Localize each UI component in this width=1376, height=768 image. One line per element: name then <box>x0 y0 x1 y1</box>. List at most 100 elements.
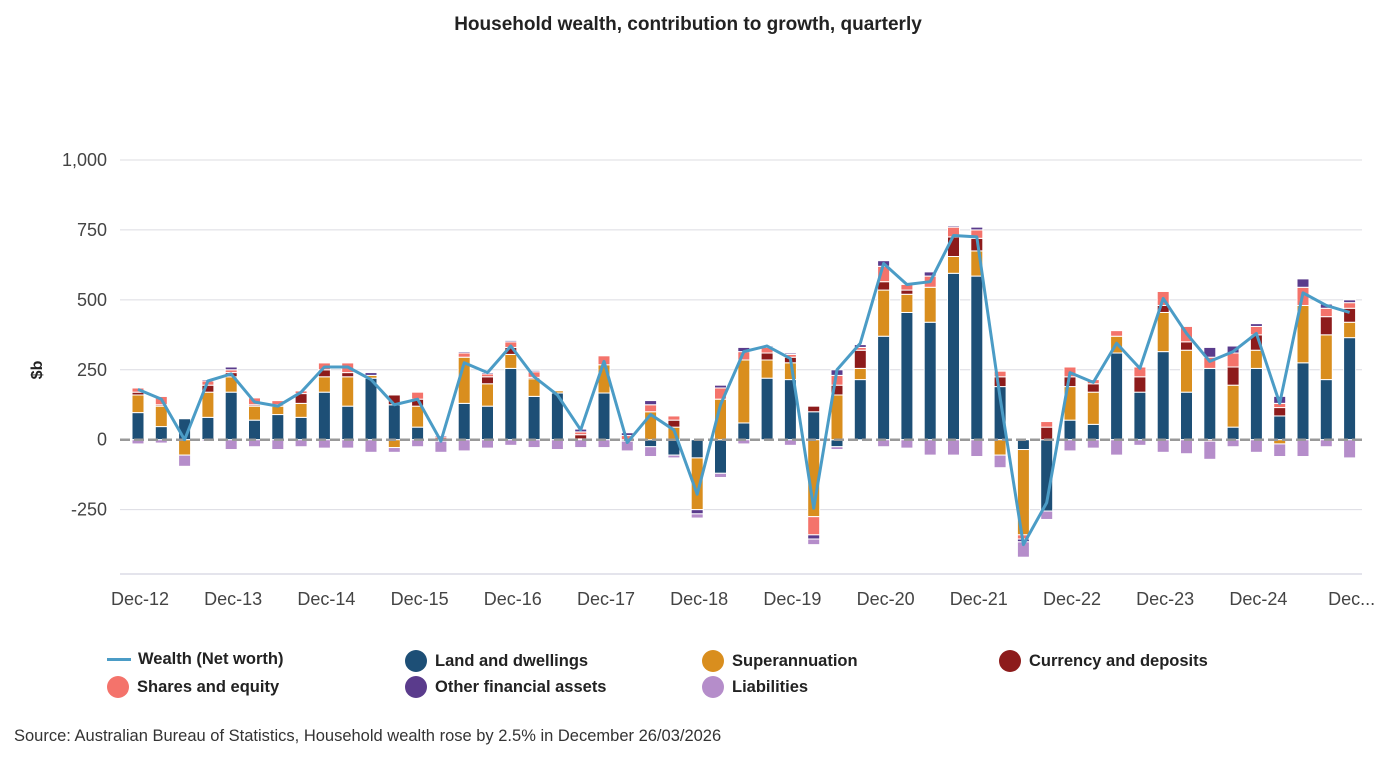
bar-segment-land-and-dwellings[interactable] <box>1086 423 1100 441</box>
legend-item-other[interactable]: Other financial assets <box>405 676 607 698</box>
bar-segment-superannuation[interactable] <box>923 286 937 323</box>
bar-segment-liabilities[interactable] <box>550 439 564 451</box>
bar-segment-currency-and-deposits[interactable] <box>1040 426 1054 441</box>
bar-segment-liabilities[interactable] <box>154 439 168 444</box>
bar-segment-superannuation[interactable] <box>504 353 518 369</box>
bar-segment-other-financial-assets[interactable] <box>1343 299 1357 304</box>
legend-item-currency[interactable]: Currency and deposits <box>999 650 1208 672</box>
bar-segment-land-and-dwellings[interactable] <box>947 272 960 441</box>
bar-segment-superannuation[interactable] <box>294 402 308 418</box>
bar-segment-liabilities[interactable] <box>178 454 192 467</box>
bar-segment-land-and-dwellings[interactable] <box>1156 351 1170 441</box>
bar-segment-superannuation[interactable] <box>737 359 751 424</box>
bar-segment-shares-and-equity[interactable] <box>1110 330 1124 337</box>
bar-segment-land-and-dwellings[interactable] <box>154 426 168 441</box>
bar-segment-shares-and-equity[interactable] <box>667 415 681 421</box>
bar-segment-superannuation[interactable] <box>1249 349 1263 369</box>
bar-segment-land-and-dwellings[interactable] <box>317 391 331 441</box>
bar-segment-currency-and-deposits[interactable] <box>1086 383 1100 393</box>
bar-segment-superannuation[interactable] <box>1156 311 1170 353</box>
bar-segment-liabilities[interactable] <box>1273 443 1287 458</box>
bar-segment-superannuation[interactable] <box>1180 349 1193 393</box>
bar-segment-liabilities[interactable] <box>1343 439 1357 459</box>
bar-segment-land-and-dwellings[interactable] <box>807 411 821 441</box>
bar-segment-currency-and-deposits[interactable] <box>1273 407 1287 417</box>
bar-segment-liabilities[interactable] <box>667 454 681 459</box>
bar-segment-liabilities[interactable] <box>970 439 984 458</box>
legend-item-land[interactable]: Land and dwellings <box>405 650 588 672</box>
bar-segment-liabilities[interactable] <box>574 439 588 449</box>
bar-segment-other-financial-assets[interactable] <box>317 361 331 364</box>
bar-segment-liabilities[interactable] <box>271 439 285 451</box>
bar-segment-land-and-dwellings[interactable] <box>411 426 425 441</box>
bar-segment-currency-and-deposits[interactable] <box>574 434 588 440</box>
bar-segment-currency-and-deposits[interactable] <box>1180 341 1193 351</box>
bar-segment-liabilities[interactable] <box>1249 439 1263 453</box>
bar-segment-superannuation[interactable] <box>947 256 960 274</box>
bar-segment-liabilities[interactable] <box>481 439 494 449</box>
bar-segment-land-and-dwellings[interactable] <box>597 392 611 441</box>
bar-segment-superannuation[interactable] <box>131 394 145 414</box>
bar-segment-land-and-dwellings[interactable] <box>1133 391 1147 441</box>
bar-segment-currency-and-deposits[interactable] <box>1319 316 1333 336</box>
bar-segment-liabilities[interactable] <box>387 447 401 453</box>
bar-segment-other-financial-assets[interactable] <box>690 509 704 515</box>
bar-segment-other-financial-assets[interactable] <box>504 339 518 343</box>
bar-segment-liabilities[interactable] <box>1156 439 1170 453</box>
bar-segment-currency-and-deposits[interactable] <box>481 376 494 385</box>
bar-segment-other-financial-assets[interactable] <box>947 225 960 228</box>
bar-segment-land-and-dwellings[interactable] <box>504 367 518 441</box>
bar-segment-liabilities[interactable] <box>807 538 821 546</box>
bar-segment-superannuation[interactable] <box>1226 384 1240 428</box>
bar-segment-shares-and-equity[interactable] <box>1343 302 1357 309</box>
bar-segment-land-and-dwellings[interactable] <box>690 439 704 459</box>
bar-segment-liabilities[interactable] <box>1133 439 1147 446</box>
bar-segment-land-and-dwellings[interactable] <box>387 404 401 441</box>
bar-segment-land-and-dwellings[interactable] <box>1273 415 1287 441</box>
bar-segment-land-and-dwellings[interactable] <box>923 321 937 441</box>
bar-segment-land-and-dwellings[interactable] <box>1016 439 1030 451</box>
bar-segment-shares-and-equity[interactable] <box>993 370 1007 378</box>
bar-segment-currency-and-deposits[interactable] <box>1226 366 1240 386</box>
bar-segment-liabilities[interactable] <box>714 472 727 478</box>
bar-segment-superannuation[interactable] <box>201 391 215 418</box>
bar-segment-superannuation[interactable] <box>877 289 891 337</box>
bar-segment-currency-and-deposits[interactable] <box>1133 376 1147 393</box>
bar-segment-shares-and-equity[interactable] <box>807 516 821 536</box>
bar-segment-shares-and-equity[interactable] <box>457 352 471 358</box>
bar-segment-shares-and-equity[interactable] <box>1226 352 1240 368</box>
bar-segment-other-financial-assets[interactable] <box>1249 323 1263 327</box>
bar-segment-liabilities[interactable] <box>1110 439 1124 456</box>
bar-segment-superannuation[interactable] <box>341 376 355 407</box>
bar-segment-land-and-dwellings[interactable] <box>970 275 984 441</box>
legend-item-shares[interactable]: Shares and equity <box>107 676 279 698</box>
bar-segment-superannuation[interactable] <box>481 383 494 407</box>
bar-segment-currency-and-deposits[interactable] <box>807 405 821 413</box>
bar-segment-liabilities[interactable] <box>1063 439 1077 452</box>
bar-segment-shares-and-equity[interactable] <box>1319 307 1333 318</box>
bar-segment-land-and-dwellings[interactable] <box>271 414 285 441</box>
bar-segment-superannuation[interactable] <box>1086 391 1100 425</box>
bar-segment-superannuation[interactable] <box>993 439 1007 456</box>
bar-segment-other-financial-assets[interactable] <box>457 351 471 354</box>
bar-segment-land-and-dwellings[interactable] <box>1319 379 1333 441</box>
bar-segment-superannuation[interactable] <box>1343 321 1357 339</box>
bar-segment-land-and-dwellings[interactable] <box>877 335 891 441</box>
bar-segment-land-and-dwellings[interactable] <box>131 412 145 441</box>
bar-segment-land-and-dwellings[interactable] <box>457 402 471 441</box>
bar-segment-other-financial-assets[interactable] <box>271 399 285 402</box>
bar-segment-other-financial-assets[interactable] <box>1296 278 1310 288</box>
bar-segment-land-and-dwellings[interactable] <box>248 419 261 441</box>
bar-segment-liabilities[interactable] <box>993 454 1007 469</box>
bar-segment-land-and-dwellings[interactable] <box>1226 426 1240 441</box>
bar-segment-liabilities[interactable] <box>1086 439 1100 449</box>
wealth-line[interactable] <box>137 234 1351 547</box>
bar-segment-land-and-dwellings[interactable] <box>714 439 727 474</box>
legend-item-super[interactable]: Superannuation <box>702 650 858 672</box>
bar-segment-land-and-dwellings[interactable] <box>737 422 751 441</box>
bar-segment-land-and-dwellings[interactable] <box>760 377 774 441</box>
bar-segment-land-and-dwellings[interactable] <box>1343 337 1357 441</box>
bar-segment-other-financial-assets[interactable] <box>714 384 727 389</box>
bar-segment-other-financial-assets[interactable] <box>364 372 378 376</box>
bar-segment-other-financial-assets[interactable] <box>970 226 984 231</box>
